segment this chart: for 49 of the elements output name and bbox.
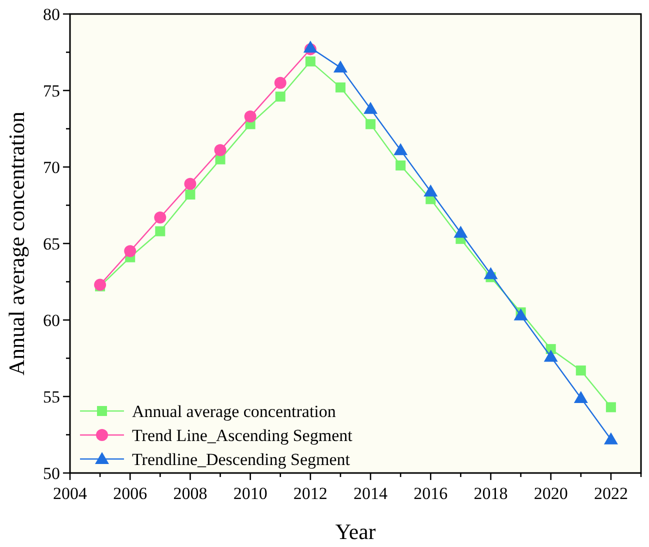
x-tick-label: 2018 [474, 484, 508, 503]
point [454, 226, 468, 238]
point [484, 267, 498, 280]
x-tick-label: 2020 [534, 484, 568, 503]
point [214, 144, 226, 156]
point [424, 184, 438, 196]
point [574, 391, 588, 404]
point [544, 350, 558, 362]
y-tick-label: 65 [43, 234, 60, 254]
legend-label: Trendline_Descending Segment [132, 450, 350, 469]
point [275, 92, 286, 102]
point [333, 60, 348, 73]
point [396, 160, 406, 170]
point [366, 119, 376, 130]
x-axis-title: Year [335, 519, 376, 544]
point [94, 278, 106, 291]
legend-label: Annual average concentration [132, 402, 336, 421]
point [154, 211, 166, 224]
y-axis-title: Annual average concentration [4, 112, 29, 376]
point [604, 432, 618, 444]
point [274, 76, 286, 89]
point [305, 56, 316, 66]
point [185, 190, 196, 200]
point [335, 82, 346, 92]
x-tick-label: 2008 [173, 484, 208, 503]
point [124, 245, 136, 258]
point [514, 308, 528, 320]
y-tick-label: 55 [43, 387, 60, 406]
point [155, 226, 166, 236]
x-tick-label: 2012 [293, 484, 328, 503]
legend-label: Trend Line_Ascending Segment [132, 426, 353, 445]
y-tick-label: 50 [43, 464, 60, 483]
y-tick-label: 80 [43, 4, 60, 24]
point [394, 143, 408, 156]
point [606, 402, 616, 412]
x-tick-label: 2006 [113, 484, 148, 503]
y-tick-label: 70 [43, 158, 60, 177]
point [184, 178, 196, 190]
y-tick-label: 60 [43, 310, 60, 330]
point [303, 40, 318, 53]
x-tick-label: 2016 [414, 484, 448, 503]
point [576, 365, 586, 376]
x-tick-label: 2010 [233, 484, 268, 503]
x-tick-label: 2004 [53, 484, 88, 503]
x-tick-label: 2014 [354, 484, 388, 503]
y-tick-label: 75 [43, 81, 60, 100]
point [244, 110, 256, 123]
x-tick-label: 2022 [594, 484, 628, 503]
point [364, 102, 378, 114]
